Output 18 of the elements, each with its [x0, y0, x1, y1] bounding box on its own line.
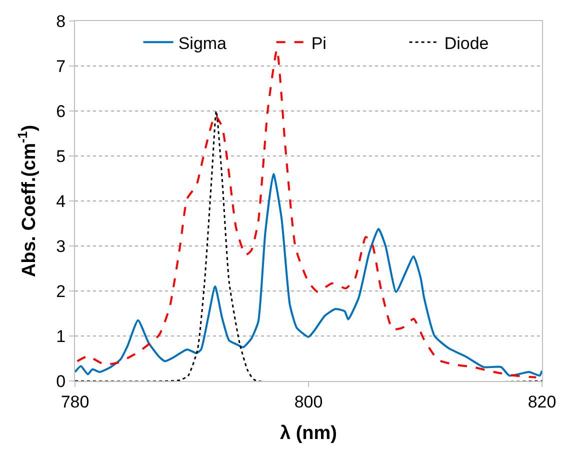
legend-label: Diode: [444, 34, 489, 53]
line-series: [75, 110, 542, 381]
x-tick-label: 820: [528, 392, 556, 412]
y-tick-label: 6: [56, 102, 66, 121]
legend-label: Sigma: [178, 34, 228, 53]
x-tick-label: 800: [294, 392, 323, 412]
y-tick-label: 2: [56, 282, 66, 301]
y-tick-label: 3: [56, 236, 66, 256]
y-tick-label: 7: [56, 56, 66, 76]
x-tick-label: 780: [60, 392, 90, 412]
line-series: [75, 173, 542, 377]
y-tick-label: 4: [56, 192, 66, 211]
x-axis-title: λ (nm): [280, 423, 337, 444]
y-tick-label: 8: [56, 12, 66, 31]
y-tick-label: 5: [56, 146, 66, 166]
y-tick-label: 0: [56, 372, 66, 391]
y-tick-label: 1: [56, 326, 66, 346]
legend-label: Pi: [311, 34, 326, 53]
